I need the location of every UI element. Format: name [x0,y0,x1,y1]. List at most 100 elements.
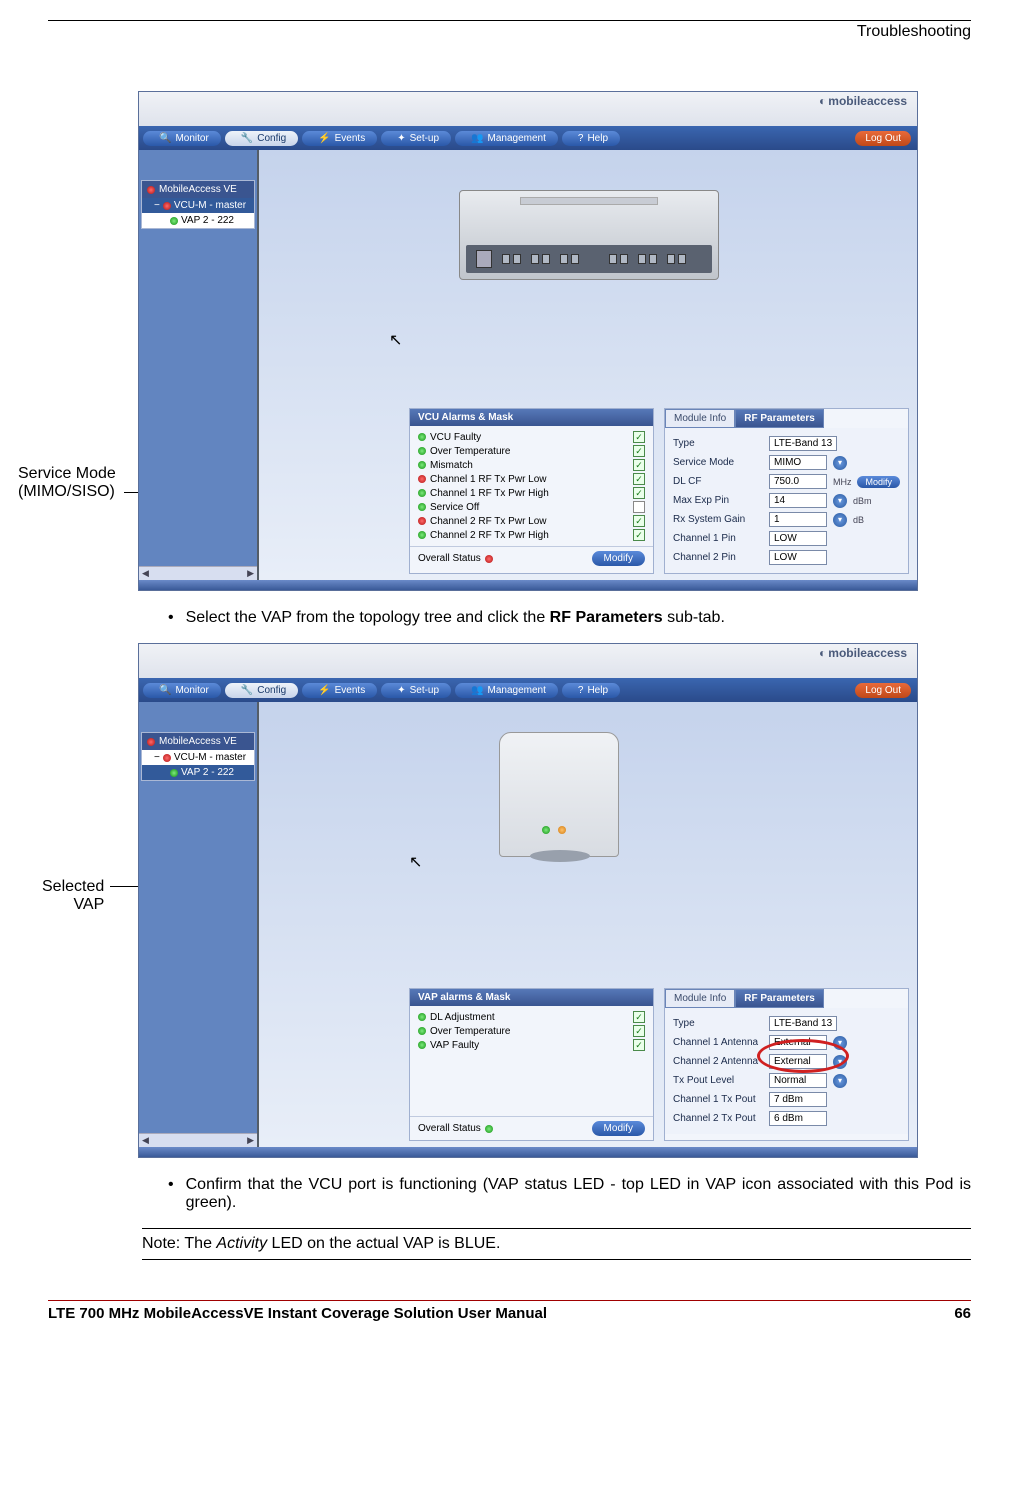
status-led [418,1027,426,1035]
cursor-icon: ↖ [409,852,422,872]
tab-setup[interactable]: ✦Set-up [381,131,451,146]
tab-config[interactable]: 🔧Config [225,131,298,146]
modify-button[interactable]: Modify [592,551,645,566]
tree-item-vcu[interactable]: − VCU-M - master [142,198,254,213]
logout-button[interactable]: Log Out [855,683,911,698]
mask-checkbox[interactable]: ✓ [633,459,645,471]
dropdown-icon[interactable]: ▾ [833,1074,847,1088]
rf-value: 750.0 [769,474,827,489]
alarm-row: Over Temperature✓ [418,444,645,458]
alarm-row: Mismatch✓ [418,458,645,472]
mask-checkbox[interactable]: ✓ [633,473,645,485]
tab-monitor[interactable]: 🔍Monitor [143,683,221,698]
mask-checkbox[interactable]: ✓ [633,515,645,527]
status-led [418,433,426,441]
topology-tree[interactable]: MobileAccess VE − VCU-M - master VAP 2 -… [141,180,255,229]
alarm-row: Channel 2 RF Tx Pwr High✓ [418,528,645,542]
tab-module-info[interactable]: Module Info [665,989,735,1008]
screenshot-vcu-config: ◐mobileaccess 🔍Monitor 🔧Config ⚡Events ✦… [138,91,918,591]
status-led [418,517,426,525]
mask-checkbox[interactable]: ✓ [633,487,645,499]
mask-checkbox[interactable]: ✓ [633,1039,645,1051]
sidebar: MobileAccess VE − VCU-M - master VAP 2 -… [139,150,259,580]
modify-button[interactable]: Modify [857,476,900,488]
alarm-row: VAP Faulty✓ [418,1038,645,1052]
tab-events[interactable]: ⚡Events [302,131,377,146]
rf-value: LOW [769,531,827,546]
status-led [418,1041,426,1049]
topology-tree[interactable]: MobileAccess VE − VCU-M - master VAP 2 -… [141,732,255,781]
status-led [418,447,426,455]
dropdown-icon[interactable]: ▾ [833,1036,847,1050]
rf-value: 1 [769,512,827,527]
mask-checkbox[interactable]: ✓ [633,1025,645,1037]
dropdown-icon[interactable]: ▾ [833,513,847,527]
logo: ◐mobileaccess [819,94,907,108]
rf-value: 6 dBm [769,1111,827,1126]
tab-module-info[interactable]: Module Info [665,409,735,428]
dropdown-icon[interactable]: ▾ [833,494,847,508]
rf-field-row: TypeLTE-Band 13 [673,1014,900,1033]
vcu-alarms-panel: VCU Alarms & Mask VCU Faulty✓Over Temper… [409,408,654,574]
status-led [418,1013,426,1021]
tab-rf-parameters[interactable]: RF Parameters [735,989,824,1008]
tab-help[interactable]: ?Help [562,131,620,146]
tree-item-vap-selected[interactable]: VAP 2 - 222 [142,765,254,780]
alarm-row: DL Adjustment✓ [418,1010,645,1024]
footer-title: LTE 700 MHz MobileAccessVE Instant Cover… [48,1305,547,1322]
rf-value: LTE-Band 13 [769,1016,837,1031]
sidebar-scrollbar[interactable]: ◀▶ [139,566,257,580]
rf-field-row: Rx System Gain1▾dB [673,510,900,529]
tab-management[interactable]: 👥Management [455,683,558,698]
rf-value: Normal [769,1073,827,1088]
rf-field-row: Channel 1 AntennaExternal▾ [673,1033,900,1052]
tab-help[interactable]: ?Help [562,683,620,698]
dropdown-icon[interactable]: ▾ [833,1055,847,1069]
overall-status-led [485,555,493,563]
dropdown-icon[interactable]: ▾ [833,456,847,470]
overall-status-led [485,1125,493,1133]
logo: ◐mobileaccess [819,646,907,660]
sidebar-scrollbar[interactable]: ◀▶ [139,1133,257,1147]
alarm-row: Service Off [418,500,645,514]
rf-field-row: Channel 2 Tx Pout6 dBm [673,1109,900,1128]
rf-value: LTE-Band 13 [769,436,837,451]
screenshot-vap-config: ◐mobileaccess 🔍Monitor 🔧Config ⚡Events ✦… [138,643,918,1158]
tab-rf-parameters[interactable]: RF Parameters [735,409,824,428]
alarm-row: Over Temperature✓ [418,1024,645,1038]
mask-checkbox[interactable] [633,501,645,513]
tab-management[interactable]: 👥Management [455,131,558,146]
rf-field-row: Service ModeMIMO▾ [673,453,900,472]
rf-value: 14 [769,493,827,508]
mask-checkbox[interactable]: ✓ [633,1011,645,1023]
nav-bar: 🔍Monitor 🔧Config ⚡Events ✦Set-up 👥Manage… [139,126,917,150]
tree-item-vcu[interactable]: − VCU-M - master [142,750,254,765]
bullet-confirm-vcu: • Confirm that the VCU port is functioni… [168,1176,971,1212]
alarm-row: VCU Faulty✓ [418,430,645,444]
bullet-select-vap: • Select the VAP from the topology tree … [168,609,971,627]
vap-alarms-panel: VAP alarms & Mask DL Adjustment✓Over Tem… [409,988,654,1141]
modify-button[interactable]: Modify [592,1121,645,1136]
mask-checkbox[interactable]: ✓ [633,445,645,457]
callout-service-mode: Service Mode (MIMO/SISO) [18,465,116,501]
tab-config[interactable]: 🔧Config [225,683,298,698]
tree-item-vap[interactable]: VAP 2 - 222 [142,213,254,228]
status-led [418,489,426,497]
tab-setup[interactable]: ✦Set-up [381,683,451,698]
rf-value: LOW [769,550,827,565]
mask-checkbox[interactable]: ✓ [633,529,645,541]
note-text: Note: The Activity LED on the actual VAP… [142,1235,971,1253]
rf-value: External [769,1054,827,1069]
alarm-row: Channel 2 RF Tx Pwr Low✓ [418,514,645,528]
cursor-icon: ↖ [389,330,402,350]
rf-field-row: Channel 1 PinLOW [673,529,900,548]
callout-selected-vap: Selected VAP [42,878,104,914]
tab-monitor[interactable]: 🔍Monitor [143,131,221,146]
tab-events[interactable]: ⚡Events [302,683,377,698]
logout-button[interactable]: Log Out [855,131,911,146]
status-led [418,531,426,539]
alarm-row: Channel 1 RF Tx Pwr High✓ [418,486,645,500]
status-led [418,461,426,469]
mask-checkbox[interactable]: ✓ [633,431,645,443]
page-number: 66 [954,1305,971,1322]
